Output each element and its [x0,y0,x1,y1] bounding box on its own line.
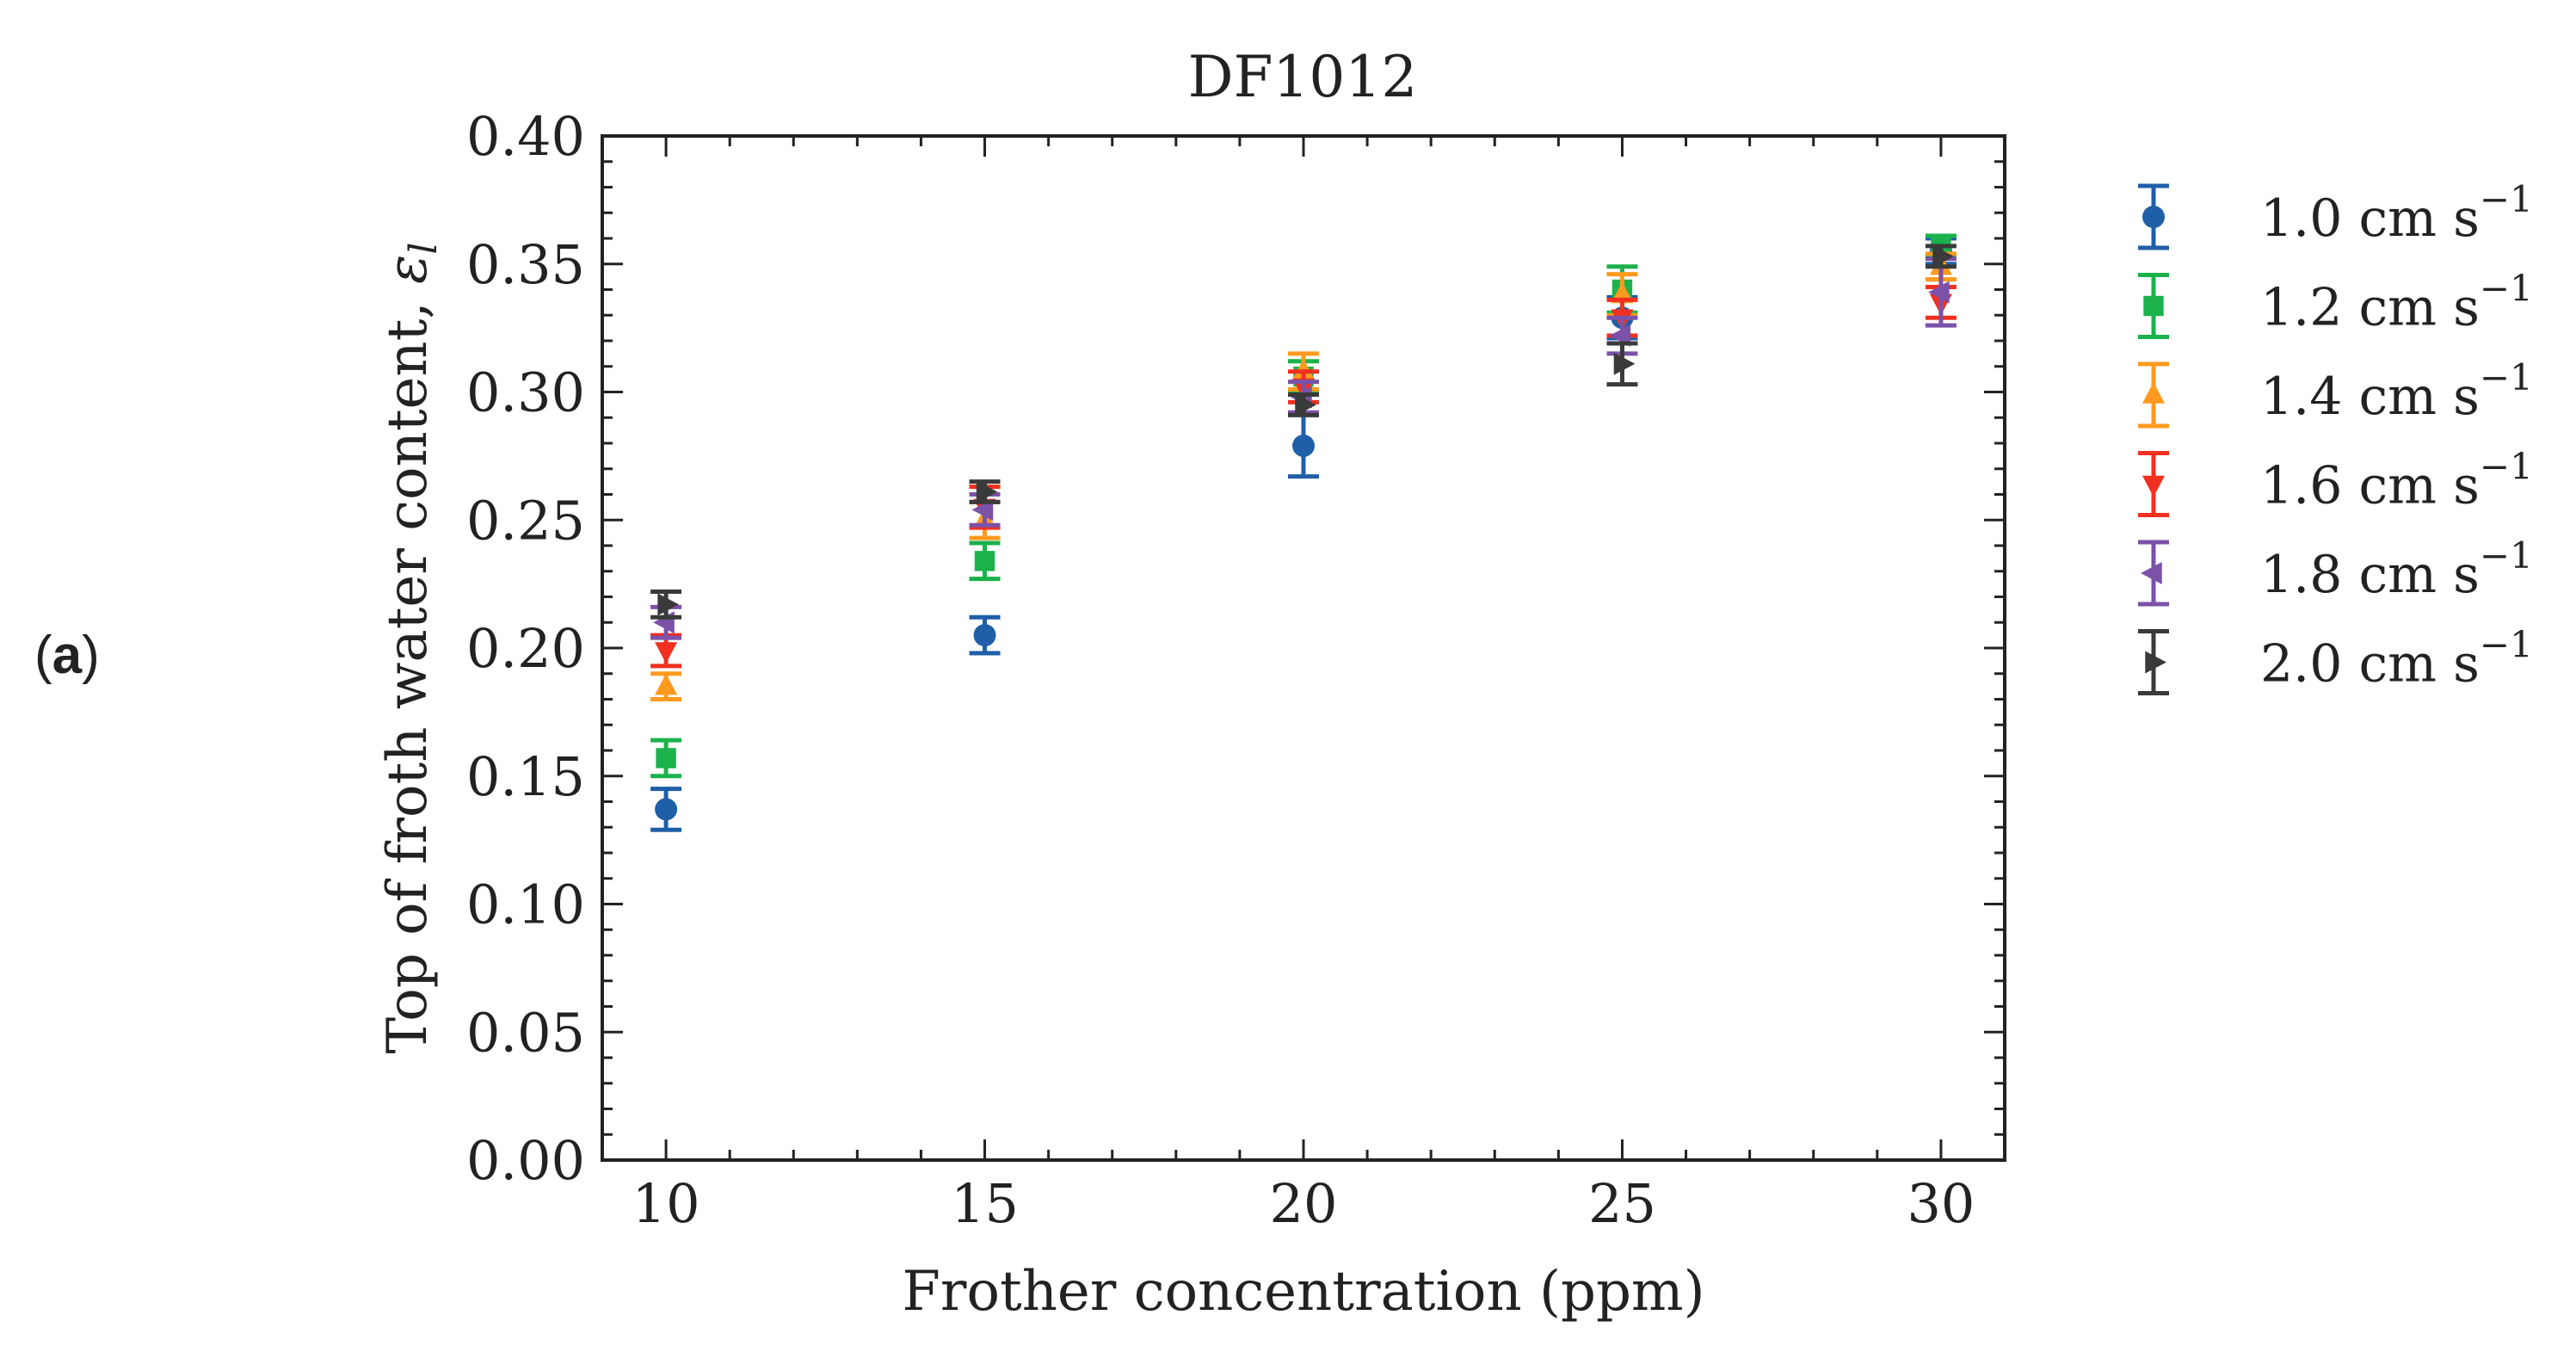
data-point [1292,434,1315,457]
x-tick-label: 20 [1270,1172,1338,1235]
data-point [655,798,678,821]
legend-item: 2.0 cm s−1 [2138,624,2533,695]
x-tick-label: 30 [1907,1172,1975,1235]
legend-marker [2142,382,2165,404]
y-tick-label: 0.20 [466,617,585,680]
chart-title: DF1012 [1188,44,1418,110]
legend-item: 1.6 cm s−1 [2138,446,2533,517]
y-tick-label: 0.10 [466,874,585,936]
y-axis-label: Top of froth water content, εl [376,243,446,1054]
series-2.0 [650,244,1957,620]
data-point [655,673,678,695]
data-point [974,551,995,571]
data-point [1613,352,1636,375]
data-point [656,748,676,769]
plot-frame [601,134,2006,1162]
legend-item: 1.8 cm s−1 [2138,534,2533,607]
legend-label: 1.4 cm s−1 [2260,356,2533,427]
panel-label: (a) [34,626,100,685]
legend-label: 1.6 cm s−1 [2260,446,2533,516]
data-point [657,593,680,616]
legend: 1.0 cm s−1 1.2 cm s−1 1.4 cm s−1 1.6 cm s−1… [2138,178,2533,695]
series-1.0 [650,236,1957,832]
y-tick-label: 0.35 [466,233,585,296]
data-point [1295,393,1316,417]
legend-marker [2142,475,2165,497]
legend-item: 1.4 cm s−1 [2138,356,2533,429]
y-tick-labels: 0.00 0.05 0.10 0.15 0.20 0.25 0.30 0.35 0.40 [466,105,585,1192]
x-tick-label: 25 [1588,1172,1656,1235]
data-point [653,611,675,634]
y-tick-label: 0.05 [466,1001,585,1064]
legend-label: 1.2 cm s−1 [2260,268,2533,338]
data-point [976,480,998,503]
data-point [973,624,996,647]
y-tick-label: 0.25 [466,489,585,552]
y-tick-label: 0.30 [466,361,585,424]
x-tick-label: 10 [632,1172,700,1235]
legend-marker [2145,651,2166,674]
data-point [1927,281,1950,304]
legend-label: 1.8 cm s−1 [2260,534,2533,605]
axis-ticks [601,134,2006,1162]
series-1.2 [650,233,1957,779]
legend-marker [2142,206,2165,228]
x-tick-labels: 10 15 20 25 30 [632,1172,1975,1235]
data-series [650,233,1957,832]
x-axis-label: Frother concentration (ppm) [902,1260,1704,1324]
data-point [655,642,678,664]
legend-label: 1.0 cm s−1 [2260,178,2533,249]
legend-item: 1.2 cm s−1 [2138,268,2533,339]
data-point [1932,244,1954,268]
legend-label: 2.0 cm s−1 [2260,624,2533,695]
y-tick-label: 0.15 [466,745,585,808]
y-tick-label: 0.40 [466,105,585,168]
legend-marker [2141,562,2162,584]
y-tick-label: 0.00 [466,1129,585,1192]
legend-item: 1.0 cm s−1 [2138,178,2533,250]
legend-marker [2143,295,2164,317]
data-point [1292,358,1315,380]
x-tick-label: 15 [951,1172,1019,1235]
